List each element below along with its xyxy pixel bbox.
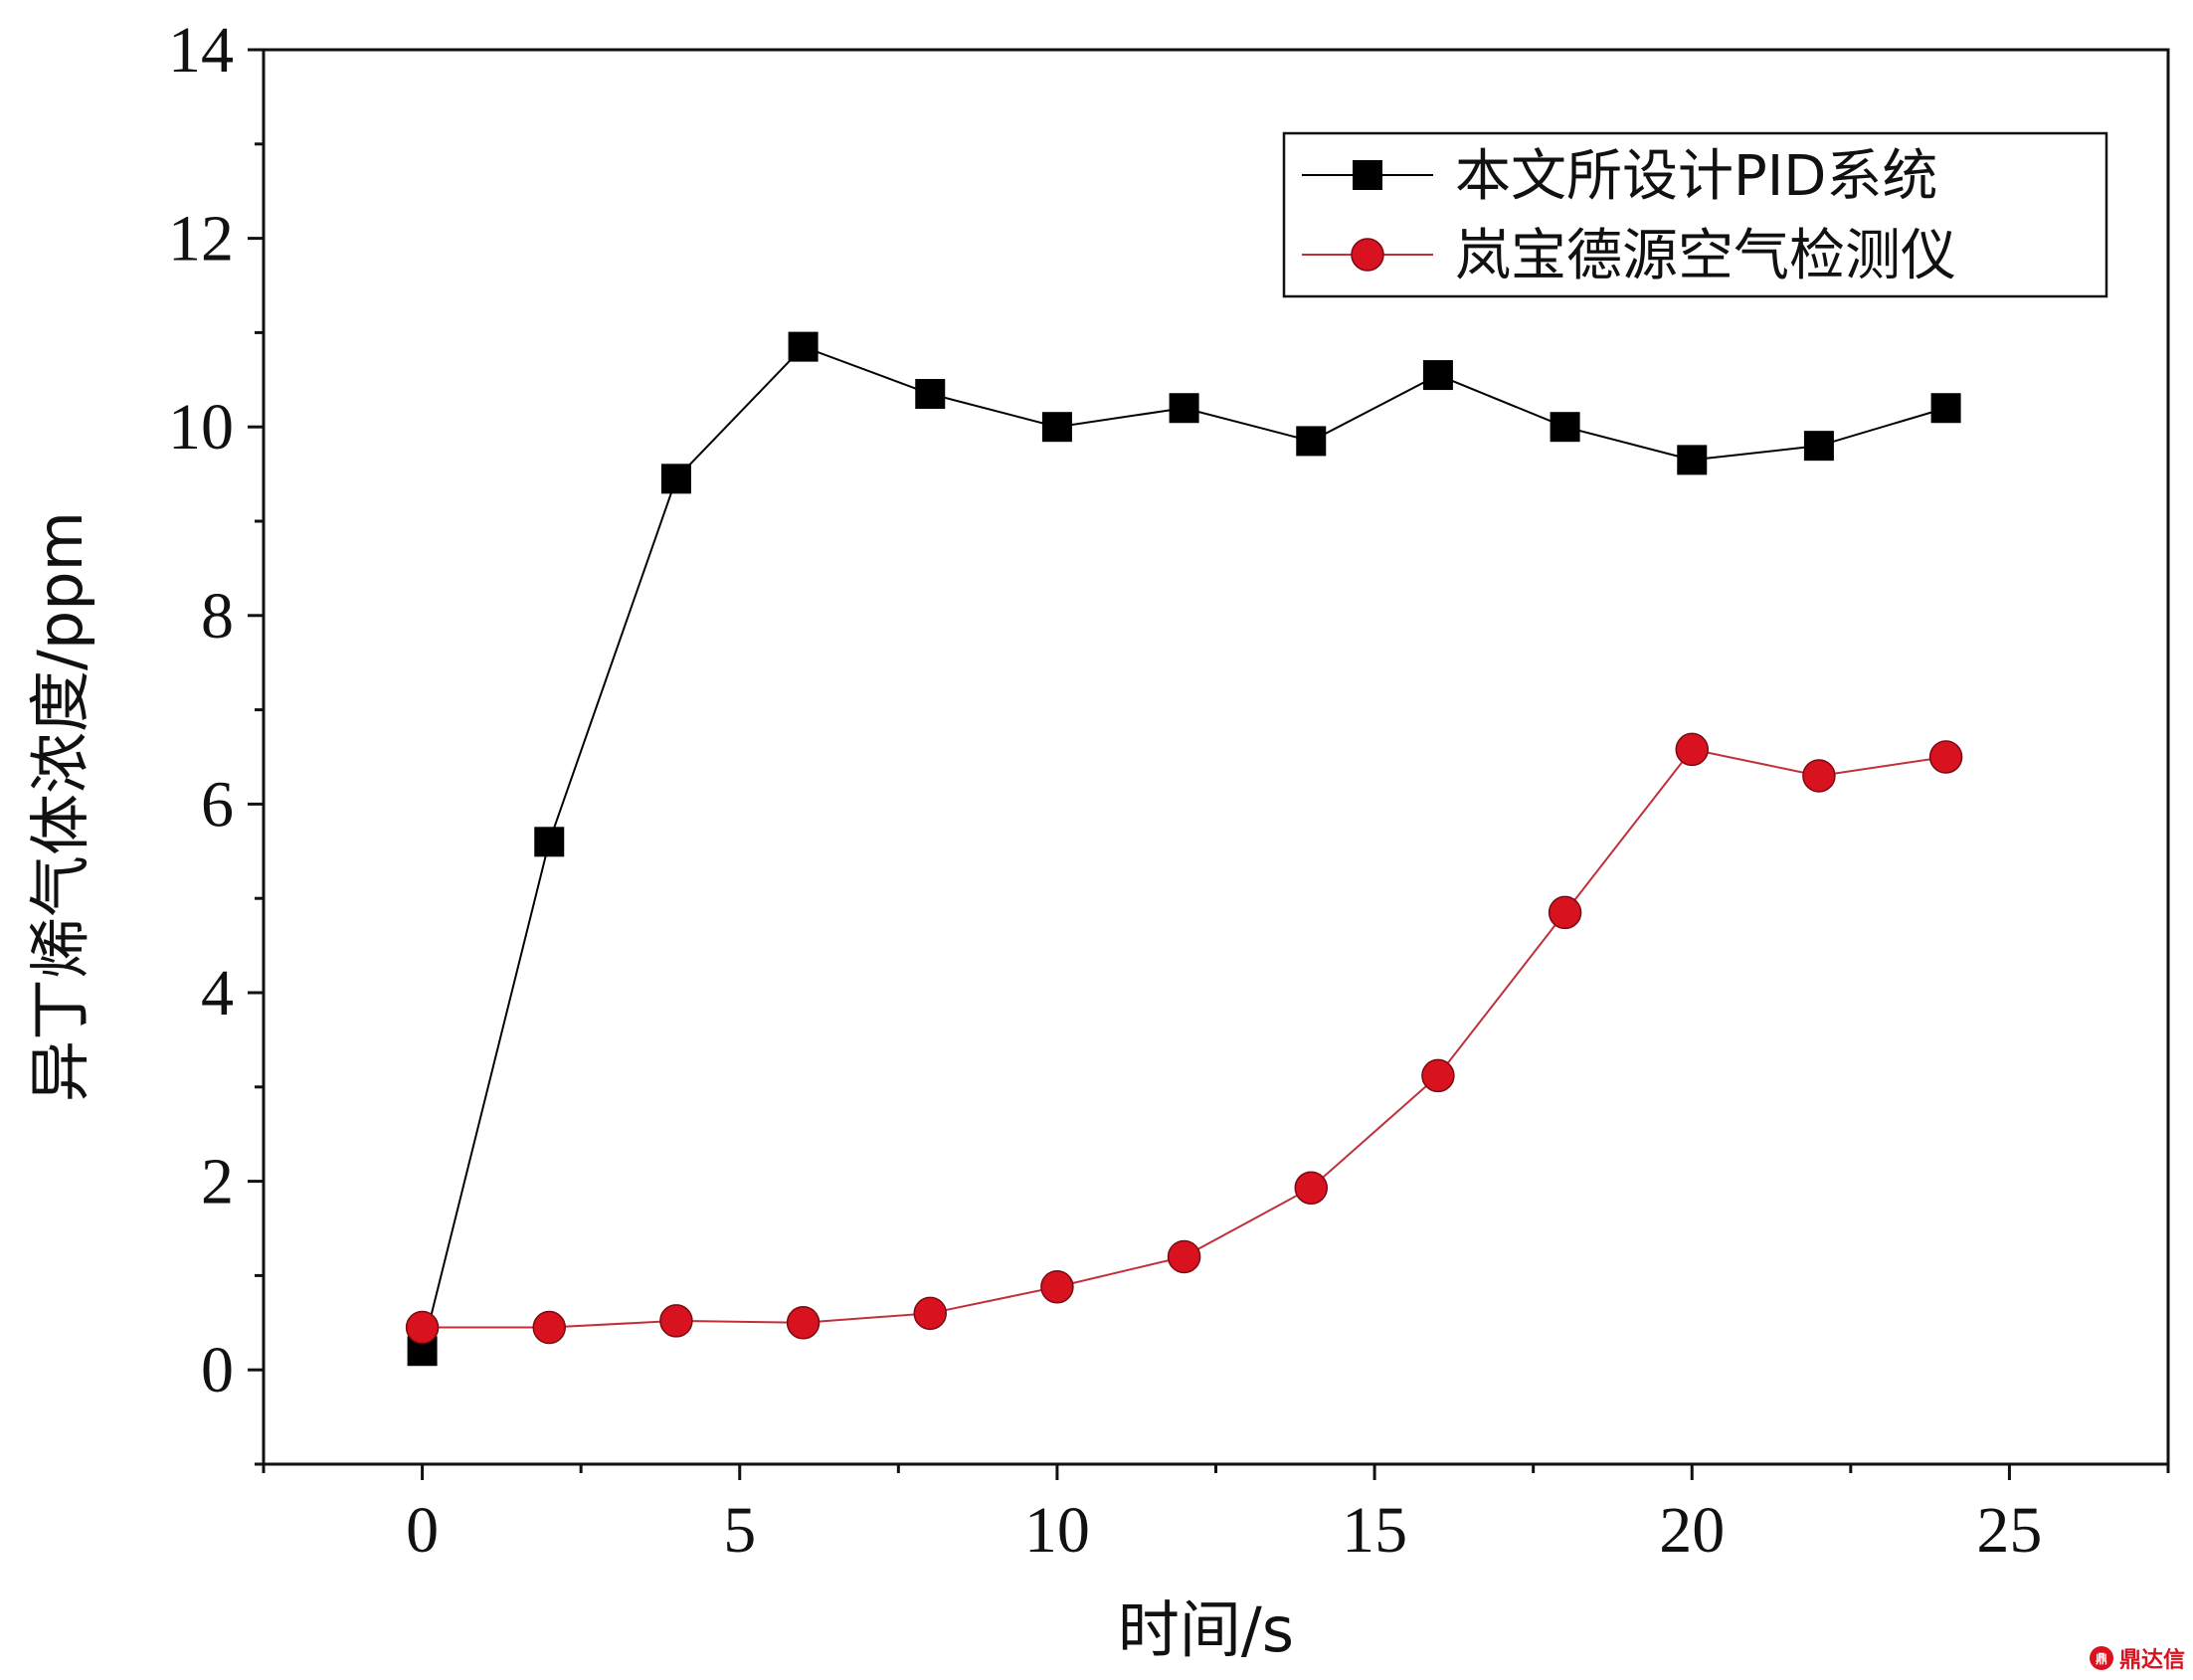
- data-point-circle: [659, 1304, 693, 1338]
- data-point-circle: [1421, 1058, 1455, 1093]
- data-point-square: [534, 827, 565, 857]
- data-point-circle: [913, 1296, 947, 1331]
- y-tick-label: 0: [201, 1334, 234, 1406]
- series-line: [421, 345, 1946, 1352]
- data-point-circle: [1928, 740, 1963, 774]
- y-axis-title: 异丁烯气体浓度/ppm: [24, 511, 96, 1102]
- data-point-circle: [786, 1306, 821, 1340]
- y-tick-label: 10: [168, 391, 234, 464]
- data-point-square: [1296, 426, 1327, 457]
- data-point-square: [660, 464, 691, 494]
- x-axis-title: 时间/s: [1118, 1593, 1294, 1666]
- y-tick-label: 6: [201, 768, 234, 840]
- legend-item: 本文所设计PID系统: [1302, 144, 1937, 209]
- data-point-square: [1803, 431, 1834, 462]
- legend-label: 岚宝德源空气检测仪: [1455, 224, 1956, 288]
- x-tick-label: 0: [406, 1494, 439, 1567]
- watermark: 鼎 鼎达信: [2089, 1642, 2185, 1674]
- legend-circle-marker-icon: [1351, 238, 1384, 272]
- x-tick-label: 25: [1976, 1494, 2042, 1567]
- data-point-circle: [532, 1310, 566, 1345]
- y-tick-label: 4: [201, 957, 234, 1029]
- watermark-logo-icon: 鼎: [2089, 1646, 2113, 1670]
- data-point-circle: [1167, 1239, 1201, 1274]
- y-tick-label: 2: [201, 1146, 234, 1218]
- series-1: [407, 331, 1961, 1367]
- y-tick-label: 12: [168, 203, 234, 276]
- legend-label: 本文所设计PID系统: [1455, 144, 1937, 209]
- watermark-text: 鼎达信: [2118, 1648, 2185, 1673]
- y-tick-label: 8: [201, 580, 234, 653]
- data-point-circle: [1675, 732, 1709, 767]
- data-point-square: [1550, 412, 1580, 443]
- x-tick-label: 5: [723, 1494, 756, 1567]
- series-layer: [405, 331, 1963, 1367]
- data-point-square: [1422, 360, 1453, 391]
- x-tick-label: 20: [1659, 1494, 1725, 1567]
- data-point-circle: [1294, 1171, 1328, 1205]
- x-tick-label: 15: [1342, 1494, 1407, 1567]
- data-point-circle: [1802, 759, 1836, 793]
- data-point-square: [1169, 393, 1199, 424]
- data-point-square: [1041, 412, 1072, 443]
- data-point-circle: [1040, 1270, 1074, 1304]
- x-tick-label: 10: [1024, 1494, 1090, 1567]
- axes: 0 2 4 6 8 10 12 14 0 5 10 15 20 25 时间/s 异丁烯气体浓度/ppm: [24, 14, 2170, 1666]
- series-2: [405, 732, 1963, 1345]
- legend-box: [1282, 131, 2108, 298]
- data-point-square: [1930, 393, 1961, 424]
- data-point-square: [1677, 445, 1708, 475]
- legend-item: 岚宝德源空气检测仪: [1302, 224, 1956, 288]
- data-point-circle: [405, 1310, 440, 1345]
- legend-square-marker-icon: [1353, 160, 1382, 190]
- data-point-square: [788, 331, 819, 362]
- data-point-circle: [1548, 895, 1582, 930]
- y-tick-label: 14: [168, 14, 234, 87]
- data-point-square: [915, 379, 946, 410]
